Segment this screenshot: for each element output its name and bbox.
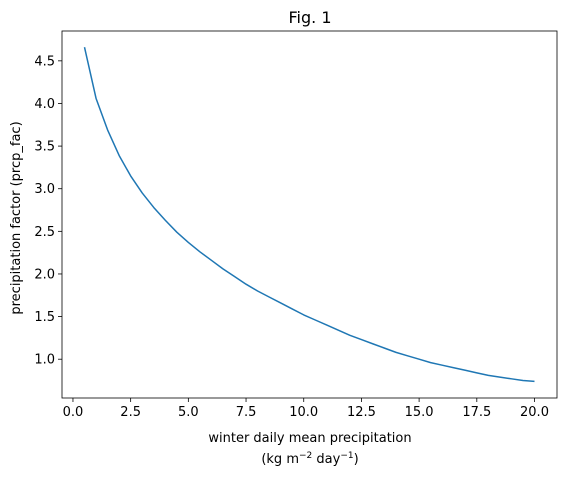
x-axis-label: winter daily mean precipitation <box>208 431 411 446</box>
x-axis-units-sup1: −2 <box>299 451 312 461</box>
y-tick-label: 4.5 <box>34 54 55 69</box>
x-tick-label: 15.0 <box>405 405 434 420</box>
axes-frame <box>61 30 558 399</box>
y-tick-label: 1.5 <box>34 310 55 325</box>
x-tick-label: 0.0 <box>63 405 84 420</box>
x-tick-label: 10.0 <box>289 405 318 420</box>
x-axis-units-pre: (kg m <box>261 452 299 467</box>
y-tick-label: 2.0 <box>34 267 55 282</box>
x-axis-units-mid: day <box>312 452 340 467</box>
y-tick-label: 4.0 <box>34 97 55 112</box>
y-tick-label: 3.0 <box>34 182 55 197</box>
x-axis-units: (kg m−2 day−1) <box>261 451 358 467</box>
x-tick-label: 12.5 <box>347 405 376 420</box>
plot-area: 0.0 2.5 5.0 7.5 10.0 12.5 15.0 17.5 20.0 1.0 1.5 2.… <box>34 30 558 420</box>
x-axis-units-sup2: −1 <box>340 451 353 461</box>
x-axis-label-line1: winter daily mean precipitation <box>208 431 411 446</box>
chart-title: Fig. 1 <box>289 8 332 27</box>
x-tick-label: 17.5 <box>462 405 491 420</box>
x-tick-label: 2.5 <box>120 405 141 420</box>
x-axis-units-post: ) <box>354 452 359 467</box>
x-tick-label: 20.0 <box>520 405 549 420</box>
y-tick-label: 2.5 <box>34 225 55 240</box>
y-tick-label: 1.0 <box>34 353 55 368</box>
x-tick-label: 7.5 <box>236 405 257 420</box>
series-line-0 <box>83 47 535 383</box>
y-tick-label: 3.5 <box>34 140 55 155</box>
x-tick-label: 5.0 <box>178 405 199 420</box>
y-axis-label: precipitation factor (prcp_fac) <box>9 121 24 314</box>
